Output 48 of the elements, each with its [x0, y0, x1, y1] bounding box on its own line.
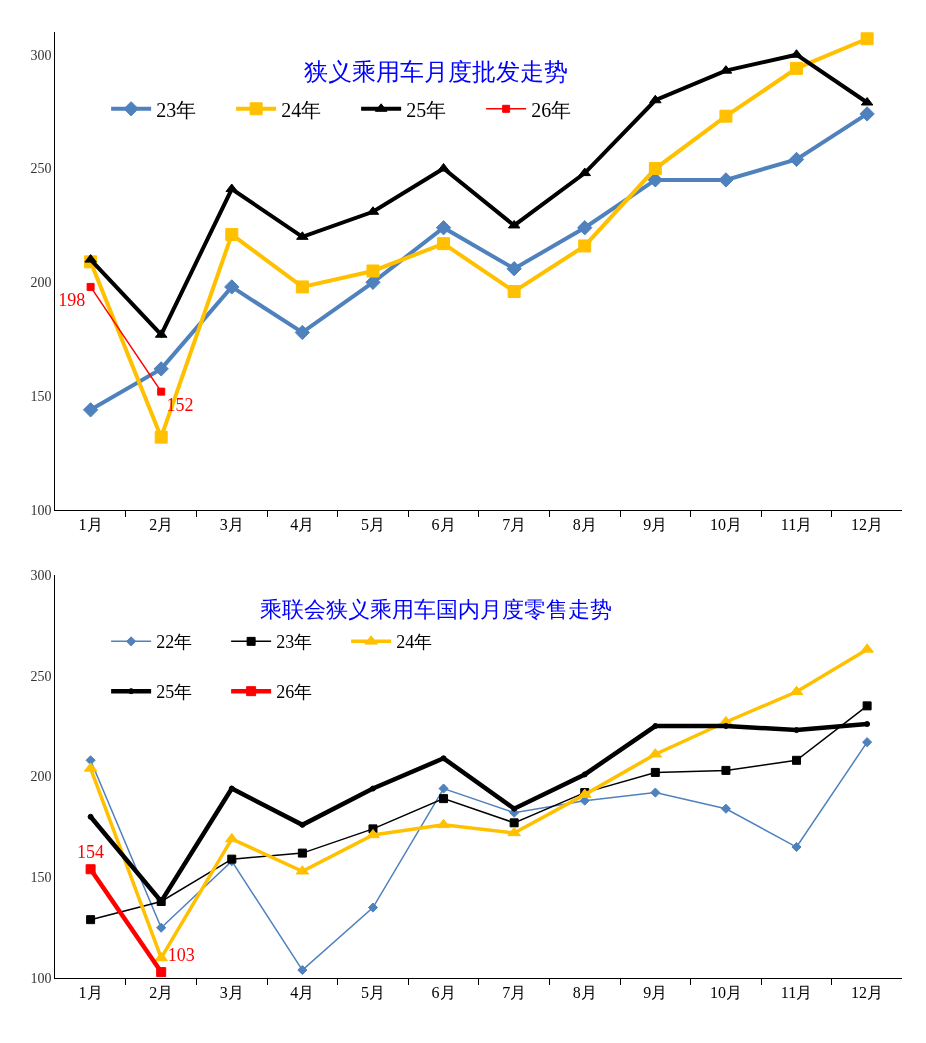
y-tick-label: 100 [30, 971, 52, 987]
legend-label: 23年 [156, 98, 197, 121]
legend-label: 25年 [156, 682, 193, 703]
x-tick-label: 6月 [431, 984, 456, 1002]
x-tick-label: 3月 [219, 984, 244, 1002]
x-tick-label: 12月 [851, 516, 884, 534]
x-tick-label: 10月 [709, 516, 742, 534]
x-tick-label: 8月 [572, 984, 597, 1002]
x-tick-label: 12月 [851, 984, 884, 1002]
y-tick-label: 250 [30, 161, 52, 177]
data-label: 154 [77, 842, 105, 863]
x-tick-label: 5月 [360, 984, 385, 1002]
y-tick-label: 150 [30, 389, 52, 405]
x-tick-label: 8月 [572, 516, 597, 534]
x-tick-label: 3月 [219, 516, 244, 534]
x-tick-label: 10月 [709, 984, 742, 1002]
y-tick-label: 150 [30, 870, 52, 886]
x-tick-label: 7月 [502, 984, 527, 1002]
x-tick-label: 6月 [431, 516, 456, 534]
x-tick-label: 1月 [78, 984, 103, 1002]
y-tick-label: 200 [30, 769, 52, 785]
x-tick-label: 2月 [149, 516, 174, 534]
legend-label: 23年 [276, 632, 313, 653]
x-tick-label: 9月 [643, 516, 668, 534]
x-tick-label: 11月 [780, 516, 813, 534]
y-tick-label: 200 [30, 275, 52, 291]
legend-label: 22年 [156, 632, 193, 653]
text: 狭义乘用车月度批发走势 [304, 58, 568, 86]
legend-label: 24年 [396, 632, 433, 653]
legend-label: 26年 [531, 98, 572, 121]
x-tick-label: 5月 [360, 516, 385, 534]
data-label: 198 [58, 289, 86, 310]
y-tick-label: 250 [30, 668, 52, 684]
text: 乘联会狭义乘用车国内月度零售走势 [260, 597, 612, 622]
y-tick-label: 100 [30, 502, 52, 518]
legend-label: 26年 [276, 682, 313, 703]
legend-label: 24年 [281, 98, 322, 121]
x-tick-label: 4月 [290, 984, 315, 1002]
y-tick-label: 300 [30, 47, 52, 63]
x-tick-label: 9月 [643, 984, 668, 1002]
data-label: 103 [167, 944, 195, 965]
y-tick-label: 300 [30, 567, 52, 583]
x-tick-label: 1月 [78, 516, 103, 534]
x-tick-label: 7月 [502, 516, 527, 534]
x-tick-label: 2月 [149, 984, 174, 1002]
x-tick-label: 4月 [290, 516, 315, 534]
legend-label: 25年 [406, 98, 447, 121]
x-tick-label: 11月 [780, 984, 813, 1002]
